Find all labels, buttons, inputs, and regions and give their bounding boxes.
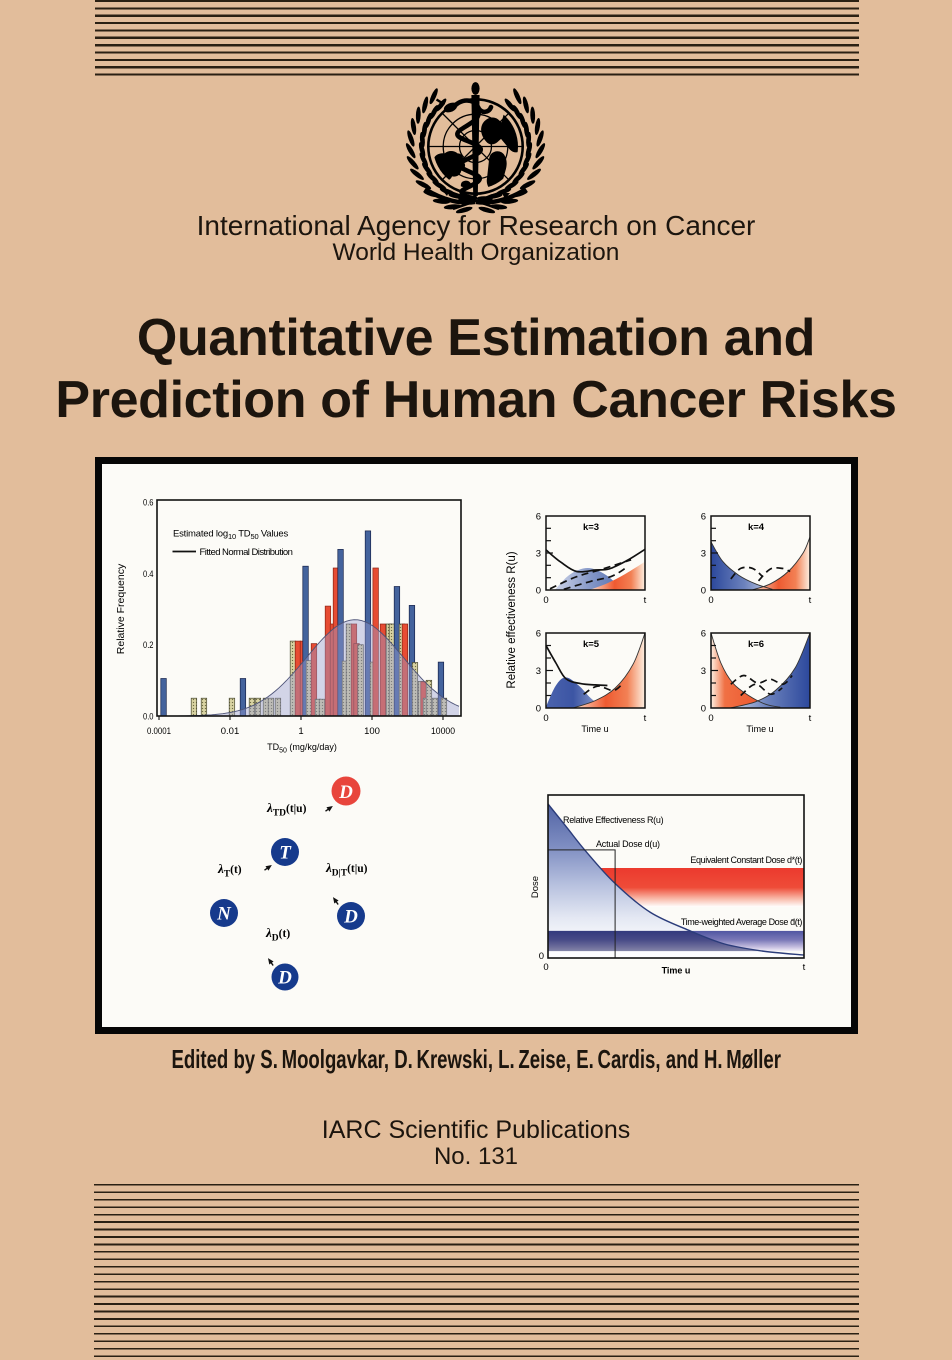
- svg-text:D: D: [277, 967, 292, 988]
- svg-text:t: t: [644, 595, 647, 606]
- svg-text:λTD(t|u): λTD(t|u): [266, 800, 307, 819]
- svg-text:Fitted Normal Distribution: Fitted Normal Distribution: [200, 547, 293, 558]
- svg-text:0.0001: 0.0001: [147, 726, 171, 737]
- svg-text:0: 0: [701, 704, 706, 715]
- svg-text:T: T: [279, 843, 292, 864]
- svg-text:Equivalent Constant Dose d*(t): Equivalent Constant Dose d*(t): [690, 855, 802, 865]
- svg-text:0: 0: [536, 586, 541, 597]
- svg-text:Time u: Time u: [746, 724, 773, 734]
- svg-text:D: D: [343, 907, 358, 928]
- svg-text:10000: 10000: [431, 726, 455, 737]
- svg-text:Dose: Dose: [530, 876, 541, 898]
- svg-text:3: 3: [701, 549, 706, 560]
- svg-text:TD50 (mg/kg/day): TD50 (mg/kg/day): [267, 742, 337, 755]
- svg-text:0: 0: [543, 713, 548, 724]
- svg-text:0.4: 0.4: [143, 569, 154, 580]
- svg-text:λD(t): λD(t): [265, 925, 290, 944]
- svg-text:t: t: [809, 595, 812, 606]
- svg-text:1: 1: [298, 726, 303, 737]
- svg-text:6: 6: [701, 629, 706, 640]
- svg-text:Relative effectiveness R(u): Relative effectiveness R(u): [506, 551, 518, 688]
- svg-text:100: 100: [364, 726, 380, 737]
- svg-text:t: t: [644, 713, 647, 724]
- svg-text:6: 6: [536, 512, 541, 523]
- svg-text:0.0: 0.0: [143, 712, 154, 723]
- svg-text:0: 0: [543, 962, 548, 973]
- svg-text:0.6: 0.6: [143, 498, 154, 509]
- svg-text:3: 3: [536, 549, 541, 560]
- svg-text:N: N: [216, 904, 232, 925]
- svg-text:Relative Frequency: Relative Frequency: [115, 563, 127, 654]
- svg-text:6: 6: [536, 629, 541, 640]
- svg-text:3: 3: [701, 666, 706, 677]
- svg-text:Time u: Time u: [662, 966, 691, 976]
- svg-text:λD|T(t|u): λD|T(t|u): [325, 860, 368, 879]
- svg-text:k=6: k=6: [748, 639, 764, 650]
- svg-text:D: D: [338, 782, 353, 803]
- svg-text:0.2: 0.2: [143, 640, 154, 651]
- svg-text:0: 0: [539, 951, 544, 962]
- svg-text:Time-weighted Average Dose d̄(: Time-weighted Average Dose d̄(t): [681, 917, 803, 927]
- svg-text:Time u: Time u: [581, 724, 608, 734]
- svg-text:t: t: [809, 713, 812, 724]
- svg-text:k=4: k=4: [748, 522, 765, 533]
- svg-text:Estimated log10 TD50 Values: Estimated log10 TD50 Values: [173, 529, 288, 542]
- svg-text:0: 0: [536, 704, 541, 715]
- svg-text:t: t: [803, 962, 806, 973]
- svg-text:0: 0: [701, 586, 706, 597]
- svg-text:0: 0: [543, 595, 548, 606]
- svg-text:k=5: k=5: [583, 639, 600, 650]
- svg-text:λT(t): λT(t): [217, 861, 242, 880]
- svg-text:6: 6: [701, 512, 706, 523]
- svg-text:k=3: k=3: [583, 522, 599, 533]
- svg-text:Actual Dose d(u): Actual Dose d(u): [596, 839, 660, 849]
- svg-text:0.01: 0.01: [221, 726, 240, 737]
- svg-text:0: 0: [708, 713, 713, 724]
- svg-text:3: 3: [536, 666, 541, 677]
- svg-text:Relative Effectiveness R(u): Relative Effectiveness R(u): [563, 815, 664, 825]
- svg-text:0: 0: [708, 595, 713, 606]
